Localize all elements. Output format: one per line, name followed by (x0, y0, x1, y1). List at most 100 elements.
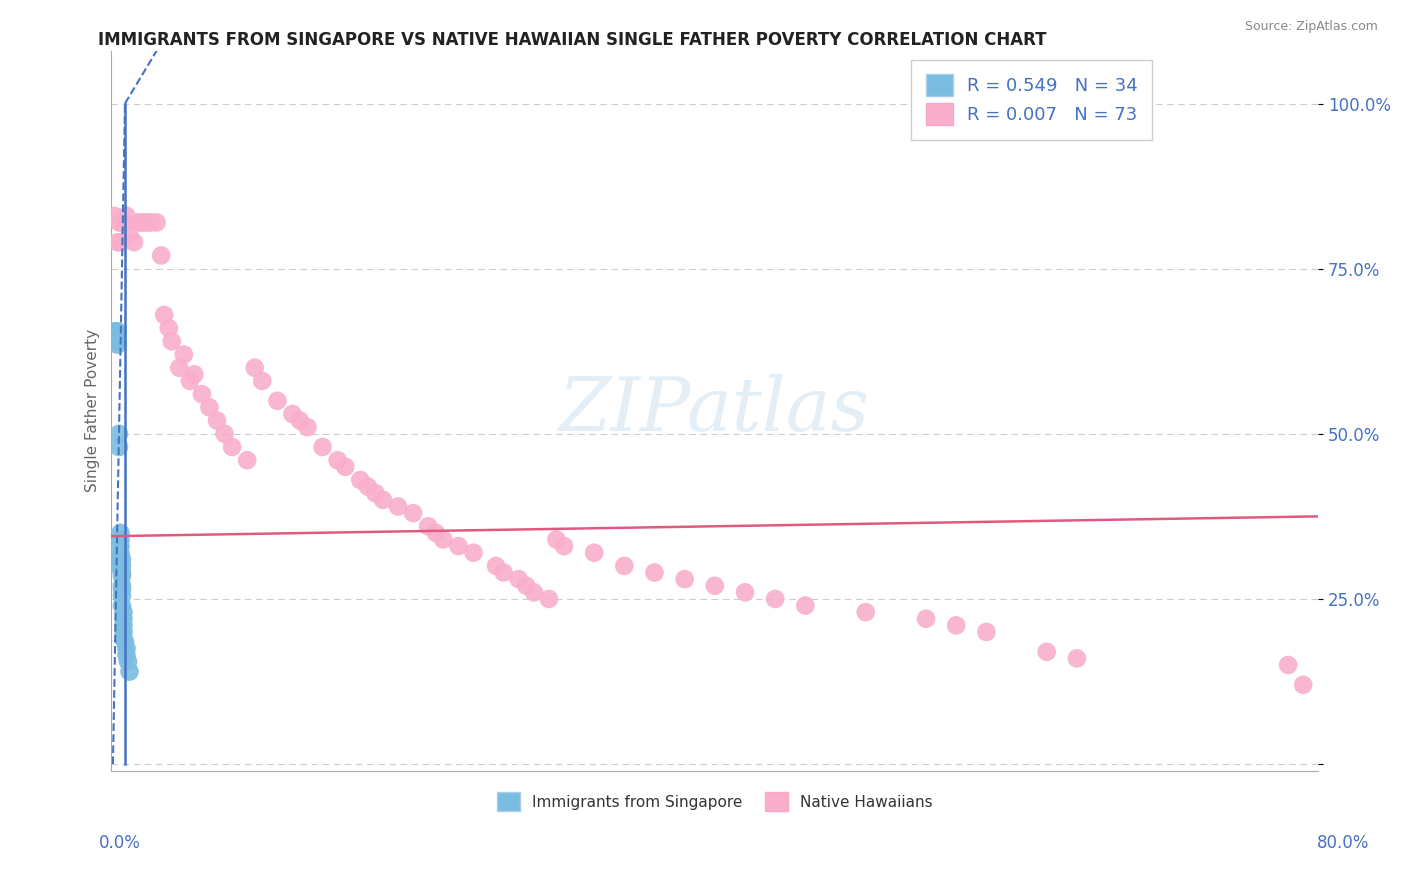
Point (794, 599, 817, 613)
Point (335, 459, 357, 474)
Point (214, 426, 236, 441)
Point (117, 655, 139, 669)
Point (183, 368, 205, 382)
Point (311, 440, 333, 454)
Point (169, 360, 191, 375)
Y-axis label: Single Father Poverty: Single Father Poverty (86, 329, 100, 492)
Point (523, 585, 546, 599)
Point (110, 235, 132, 250)
Point (136, 215, 159, 229)
Point (915, 612, 938, 626)
Point (115, 648, 138, 662)
Point (198, 401, 221, 415)
Point (425, 525, 447, 540)
Point (673, 572, 696, 586)
Point (447, 539, 470, 553)
Point (111, 569, 134, 583)
Point (945, 618, 967, 632)
Point (221, 440, 243, 454)
Text: IMMIGRANTS FROM SINGAPORE VS NATIVE HAWAIIAN SINGLE FATHER POVERTY CORRELATION C: IMMIGRANTS FROM SINGAPORE VS NATIVE HAWA… (98, 31, 1047, 49)
Point (734, 585, 756, 599)
Point (326, 453, 349, 467)
Point (357, 480, 380, 494)
Point (432, 533, 454, 547)
Point (855, 605, 877, 619)
Point (418, 519, 440, 533)
Point (131, 215, 153, 229)
Point (108, 440, 131, 454)
Point (108, 426, 131, 441)
Point (107, 235, 129, 250)
Point (1277, 658, 1299, 673)
Point (191, 387, 214, 401)
Point (111, 566, 134, 580)
Point (297, 420, 319, 434)
Point (703, 579, 725, 593)
Point (266, 393, 288, 408)
Point (111, 579, 134, 593)
Point (976, 624, 998, 639)
Point (537, 591, 560, 606)
Point (387, 500, 409, 514)
Point (107, 325, 129, 339)
Point (108, 215, 131, 229)
Point (1081, 96, 1104, 111)
Point (111, 589, 134, 603)
Point (111, 215, 134, 229)
Point (205, 414, 228, 428)
Point (236, 453, 259, 467)
Text: ZIPatlas: ZIPatlas (560, 375, 870, 447)
Point (111, 599, 134, 613)
Point (153, 308, 176, 322)
Point (112, 624, 135, 639)
Point (139, 215, 162, 229)
Point (110, 546, 132, 560)
Point (763, 591, 786, 606)
Point (107, 334, 129, 349)
Text: Source: ZipAtlas.com: Source: ZipAtlas.com (1244, 20, 1378, 33)
Point (112, 612, 135, 626)
Point (644, 566, 666, 580)
Point (1035, 645, 1057, 659)
Point (112, 618, 135, 632)
Point (104, 325, 127, 339)
Point (112, 632, 135, 646)
Point (1292, 678, 1315, 692)
Point (243, 360, 266, 375)
Point (114, 635, 136, 649)
Point (364, 486, 387, 500)
Point (150, 248, 173, 262)
Point (288, 414, 311, 428)
Point (1066, 651, 1088, 665)
Point (114, 215, 136, 229)
Point (111, 558, 134, 573)
Point (115, 209, 138, 223)
Point (508, 572, 530, 586)
Legend: Immigrants from Singapore, Native Hawaiians: Immigrants from Singapore, Native Hawaii… (491, 786, 939, 817)
Point (179, 374, 201, 388)
Point (134, 215, 156, 229)
Point (108, 552, 131, 566)
Point (515, 579, 537, 593)
Point (402, 506, 425, 520)
Point (112, 605, 135, 619)
Point (103, 325, 125, 339)
Point (118, 665, 141, 679)
Point (128, 215, 150, 229)
Text: 80.0%: 80.0% (1316, 834, 1369, 852)
Point (371, 492, 394, 507)
Point (613, 558, 636, 573)
Point (160, 334, 183, 349)
Point (173, 347, 195, 361)
Point (145, 215, 167, 229)
Point (108, 558, 131, 573)
Point (122, 235, 145, 250)
Point (485, 558, 508, 573)
Point (107, 337, 129, 351)
Point (583, 546, 606, 560)
Point (492, 566, 515, 580)
Point (103, 209, 125, 223)
Point (546, 533, 568, 547)
Point (110, 525, 132, 540)
Point (349, 473, 371, 487)
